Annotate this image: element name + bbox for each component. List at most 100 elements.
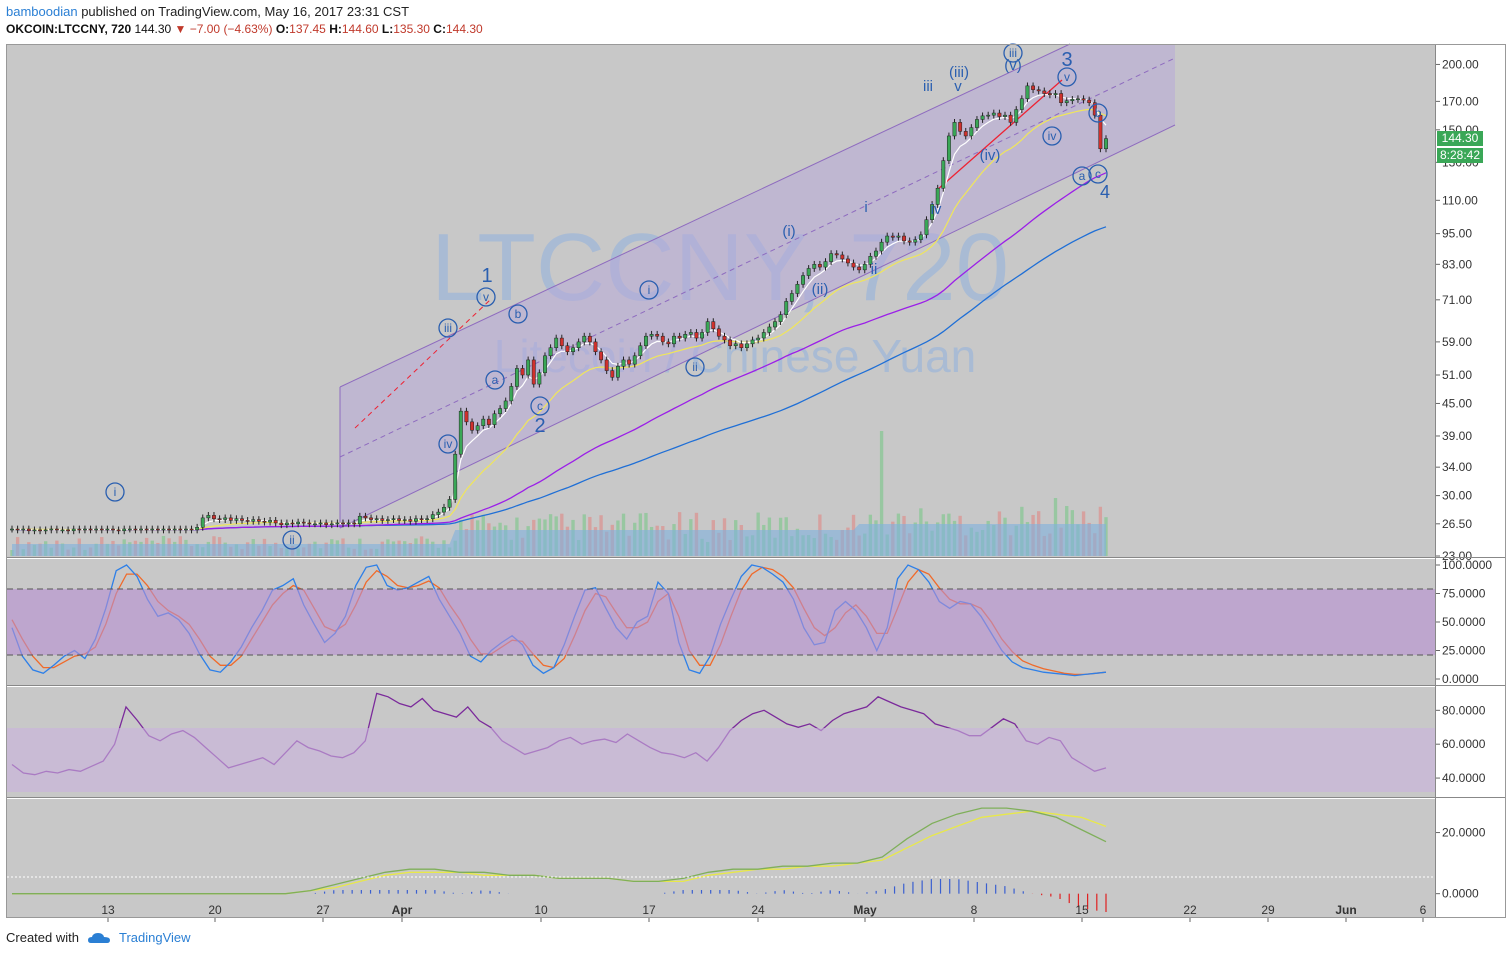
- candle-body: [1019, 98, 1024, 110]
- countdown-value: 8:28:42: [1440, 148, 1480, 162]
- candle-body: [509, 386, 514, 402]
- volume-bars: [10, 431, 1108, 556]
- volume-ma-area: [12, 524, 1106, 556]
- macd-line: [12, 807, 1107, 895]
- indicator-tick-label: 40.0000: [1442, 771, 1486, 785]
- candle-body: [677, 335, 682, 339]
- candle-body: [857, 266, 862, 271]
- candle-body: [963, 131, 968, 137]
- candle-body: [806, 268, 811, 276]
- indicator-tick-label: 25.0000: [1442, 644, 1486, 658]
- close-value: 144.30: [445, 22, 483, 36]
- candle-body: [458, 410, 463, 455]
- candle-body: [941, 160, 946, 189]
- candle-body: [402, 519, 407, 521]
- footer: Created with TradingView: [6, 930, 191, 945]
- candle-body: [548, 347, 553, 357]
- wave-circle: [1057, 67, 1077, 87]
- candle-body: [952, 122, 957, 137]
- candle-body: [896, 235, 901, 238]
- candle-body: [122, 528, 127, 532]
- publish-info: published on TradingView.com, May 16, 20…: [81, 4, 410, 19]
- candle-body: [43, 529, 48, 532]
- wave-label: 2: [534, 415, 545, 437]
- wave-circle: [1088, 164, 1108, 184]
- indicator-tick-label: 75.0000: [1442, 587, 1486, 601]
- wave-circle-label: iii: [444, 321, 452, 335]
- candle-body: [290, 522, 295, 525]
- candle-body: [716, 328, 721, 337]
- candle-body: [1081, 98, 1086, 101]
- candle-body: [576, 341, 581, 348]
- candle-body: [352, 522, 357, 525]
- candle-body: [694, 332, 699, 339]
- wave-label: iv: [931, 201, 942, 218]
- candle-body: [756, 337, 761, 341]
- candle-body: [907, 240, 912, 243]
- candle-body: [918, 234, 923, 240]
- candle-body: [447, 499, 452, 508]
- candle-body: [599, 351, 604, 361]
- candle-body: [587, 335, 592, 343]
- candle-body: [183, 528, 188, 531]
- candle-body: [801, 275, 805, 285]
- candle-body: [975, 119, 979, 128]
- candle-body: [862, 264, 867, 271]
- candle-body: [116, 529, 121, 532]
- wave-label: (iv): [980, 147, 1001, 164]
- candle-body: [32, 529, 37, 532]
- candle-body: [49, 528, 54, 531]
- candle-body: [111, 528, 115, 531]
- last-price-value: 144.30: [1442, 131, 1479, 145]
- wave-circle: [1088, 103, 1108, 123]
- indicator-tick-label: 20.0000: [1442, 826, 1486, 840]
- candle-body: [262, 520, 267, 523]
- candle-body: [15, 528, 20, 531]
- candle-body: [789, 293, 794, 302]
- price-tick-label: 39.00: [1442, 429, 1472, 443]
- indicator-tick-label: 100.0000: [1442, 558, 1492, 572]
- wave-circle-label: i: [648, 283, 651, 297]
- candle-body: [672, 335, 676, 345]
- time-tick-label: 17: [642, 903, 656, 917]
- candle-body: [341, 522, 345, 525]
- candle-body: [470, 421, 474, 431]
- candle-body: [363, 515, 368, 519]
- price-tick-label: 23.00: [1442, 549, 1472, 563]
- wave-circle-label: b: [1095, 106, 1102, 120]
- time-tick-label: 22: [1183, 903, 1197, 917]
- low-value: 135.30: [393, 22, 430, 36]
- wave-circle: [485, 370, 505, 390]
- wave-labels: 1234iiiiiiivv(i)(ii)(iii)(iv)(v)iiiiiiiv…: [105, 43, 1110, 550]
- candle-body: [279, 522, 284, 525]
- candle-body: [408, 519, 413, 522]
- candle-body: [571, 347, 575, 352]
- candle-body: [930, 204, 935, 220]
- high-label: H:: [329, 22, 342, 36]
- candle-body: [144, 528, 149, 531]
- candle-body: [610, 370, 615, 378]
- candle-body: [397, 518, 402, 521]
- candle-body: [346, 522, 351, 525]
- candle-body: [1070, 99, 1075, 101]
- candle-body: [846, 258, 850, 264]
- candle-body: [374, 518, 379, 520]
- price-tick-label: 83.00: [1442, 257, 1472, 271]
- candle-body: [66, 529, 71, 532]
- candle-body: [54, 528, 59, 531]
- wave-circle-label: a: [1079, 169, 1086, 183]
- author-link[interactable]: bamboodian: [6, 4, 78, 19]
- cloud-icon: [87, 932, 110, 943]
- indicator-tick-label: 60.0000: [1442, 737, 1486, 751]
- tradingview-link[interactable]: TradingView: [118, 930, 191, 945]
- candle-body: [71, 528, 76, 532]
- wave-circle-label: iii: [1009, 46, 1017, 60]
- candle-body: [946, 135, 951, 161]
- candle-body: [268, 520, 272, 523]
- candle-body: [554, 337, 559, 348]
- price-tick-label: 110.00: [1442, 193, 1478, 207]
- candle-body: [604, 359, 609, 371]
- candle-body: [890, 235, 895, 238]
- candle-body: [436, 511, 441, 515]
